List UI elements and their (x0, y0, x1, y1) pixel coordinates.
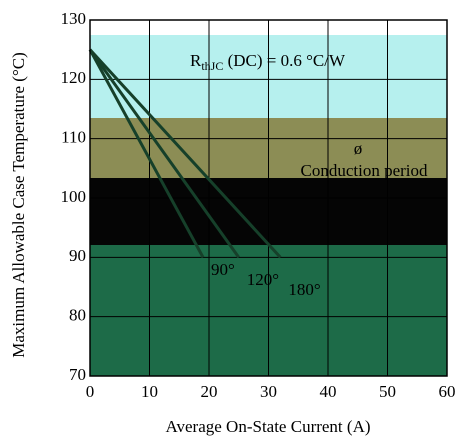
y-tick-label: 70 (69, 365, 86, 384)
conduction-label: Conduction period (300, 161, 428, 180)
curve-label: 90° (211, 260, 235, 279)
curves (88, 48, 282, 259)
x-axis-title: Average On-State Current (A) (165, 417, 370, 436)
x-tick-label: 10 (141, 382, 158, 401)
y-tick-label: 100 (61, 187, 87, 206)
x-tick-label: 60 (439, 382, 456, 401)
x-tick-label: 40 (320, 382, 337, 401)
plot-frame (89, 19, 448, 377)
y-tick-label: 130 (61, 9, 87, 28)
y-tick-label: 120 (61, 68, 87, 87)
x-tick-label: 50 (379, 382, 396, 401)
y-axis-title: Maximum Allowable Case Temperature (°C) (9, 52, 28, 358)
y-tick-label: 110 (61, 128, 86, 147)
phi-label: ø (354, 139, 363, 158)
y-tick-label: 80 (69, 306, 86, 325)
y-tick-label: 90 (69, 246, 86, 265)
x-tick-label: 20 (201, 382, 218, 401)
rth-label: RthJC (DC) = 0.6 °C/W (190, 51, 346, 73)
x-tick-label: 0 (86, 382, 95, 401)
curve (88, 48, 282, 259)
curve (88, 48, 205, 259)
curve-label: 180° (288, 280, 320, 299)
curve (88, 48, 240, 259)
curve-label: 120° (247, 270, 279, 289)
x-tick-label: 30 (260, 382, 277, 401)
